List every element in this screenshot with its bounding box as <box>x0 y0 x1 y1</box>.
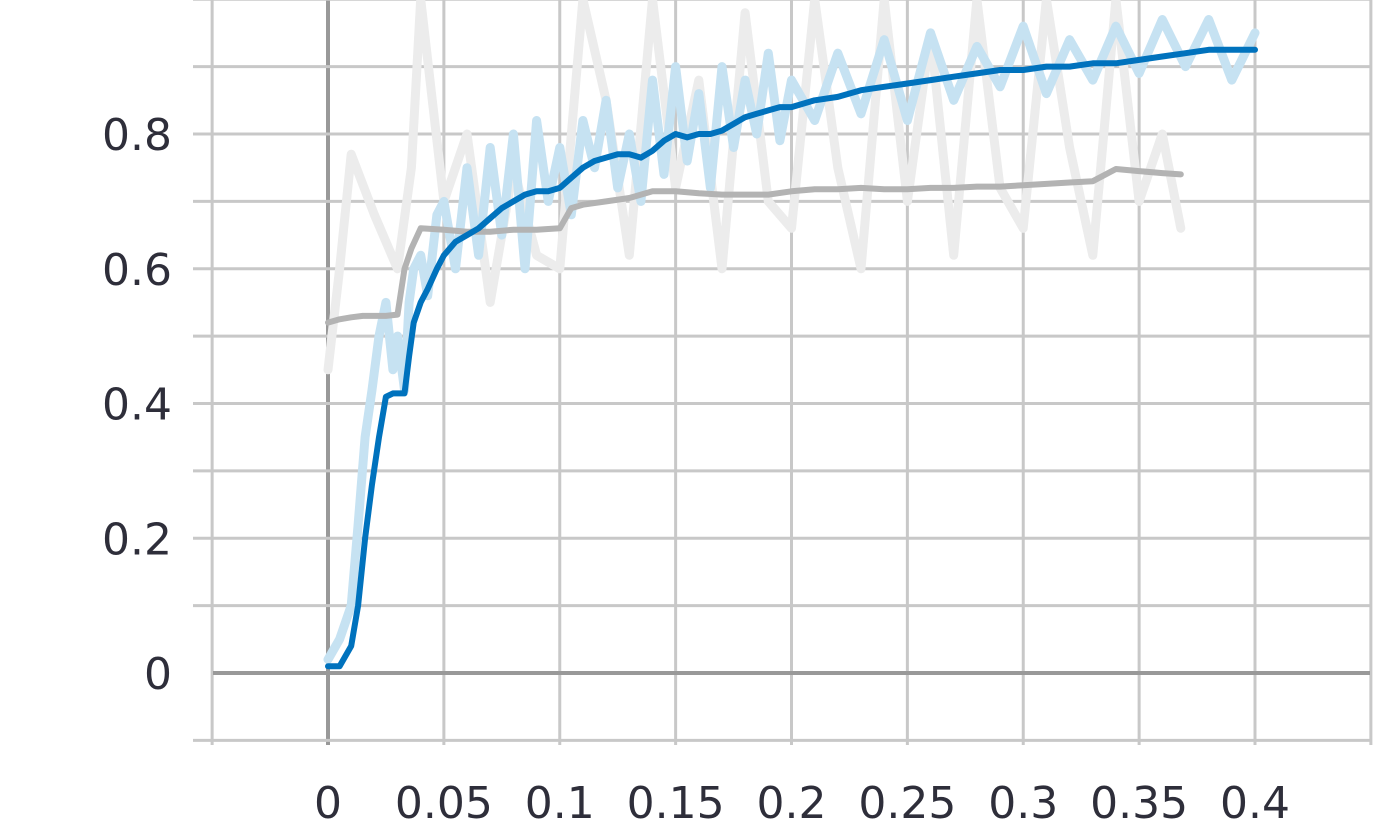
blue-raw-series-line <box>323 15 1260 664</box>
y-tick-label: 0 <box>144 649 172 700</box>
x-tick-label: 0 <box>314 778 342 829</box>
x-tick-label: 0.35 <box>1090 778 1188 829</box>
x-tick-label: 0.15 <box>627 778 725 829</box>
x-tick-label: 0.05 <box>395 778 493 829</box>
y-tick-label: 0.8 <box>102 110 172 161</box>
x-tick-labels: 0 0.05 0.1 0.15 0.2 0.25 0.3 0.35 0.4 <box>314 778 1290 829</box>
y-tick-label: 0.6 <box>102 245 172 296</box>
y-tick-label: 0.2 <box>102 514 172 565</box>
x-tick-label: 0.3 <box>988 778 1058 829</box>
grid <box>193 0 1373 745</box>
x-tick-label: 0.4 <box>1220 778 1290 829</box>
gray-smoothed-series-line <box>325 166 1184 326</box>
series-layer <box>323 0 1260 670</box>
blue-smoothed-series-line <box>325 46 1258 670</box>
y-tick-labels: 0 0.2 0.4 0.6 0.8 <box>102 110 172 700</box>
x-tick-label: 0.25 <box>858 778 956 829</box>
x-tick-label: 0.1 <box>525 778 595 829</box>
x-tick-label: 0.2 <box>757 778 827 829</box>
y-tick-label: 0.4 <box>102 380 172 431</box>
